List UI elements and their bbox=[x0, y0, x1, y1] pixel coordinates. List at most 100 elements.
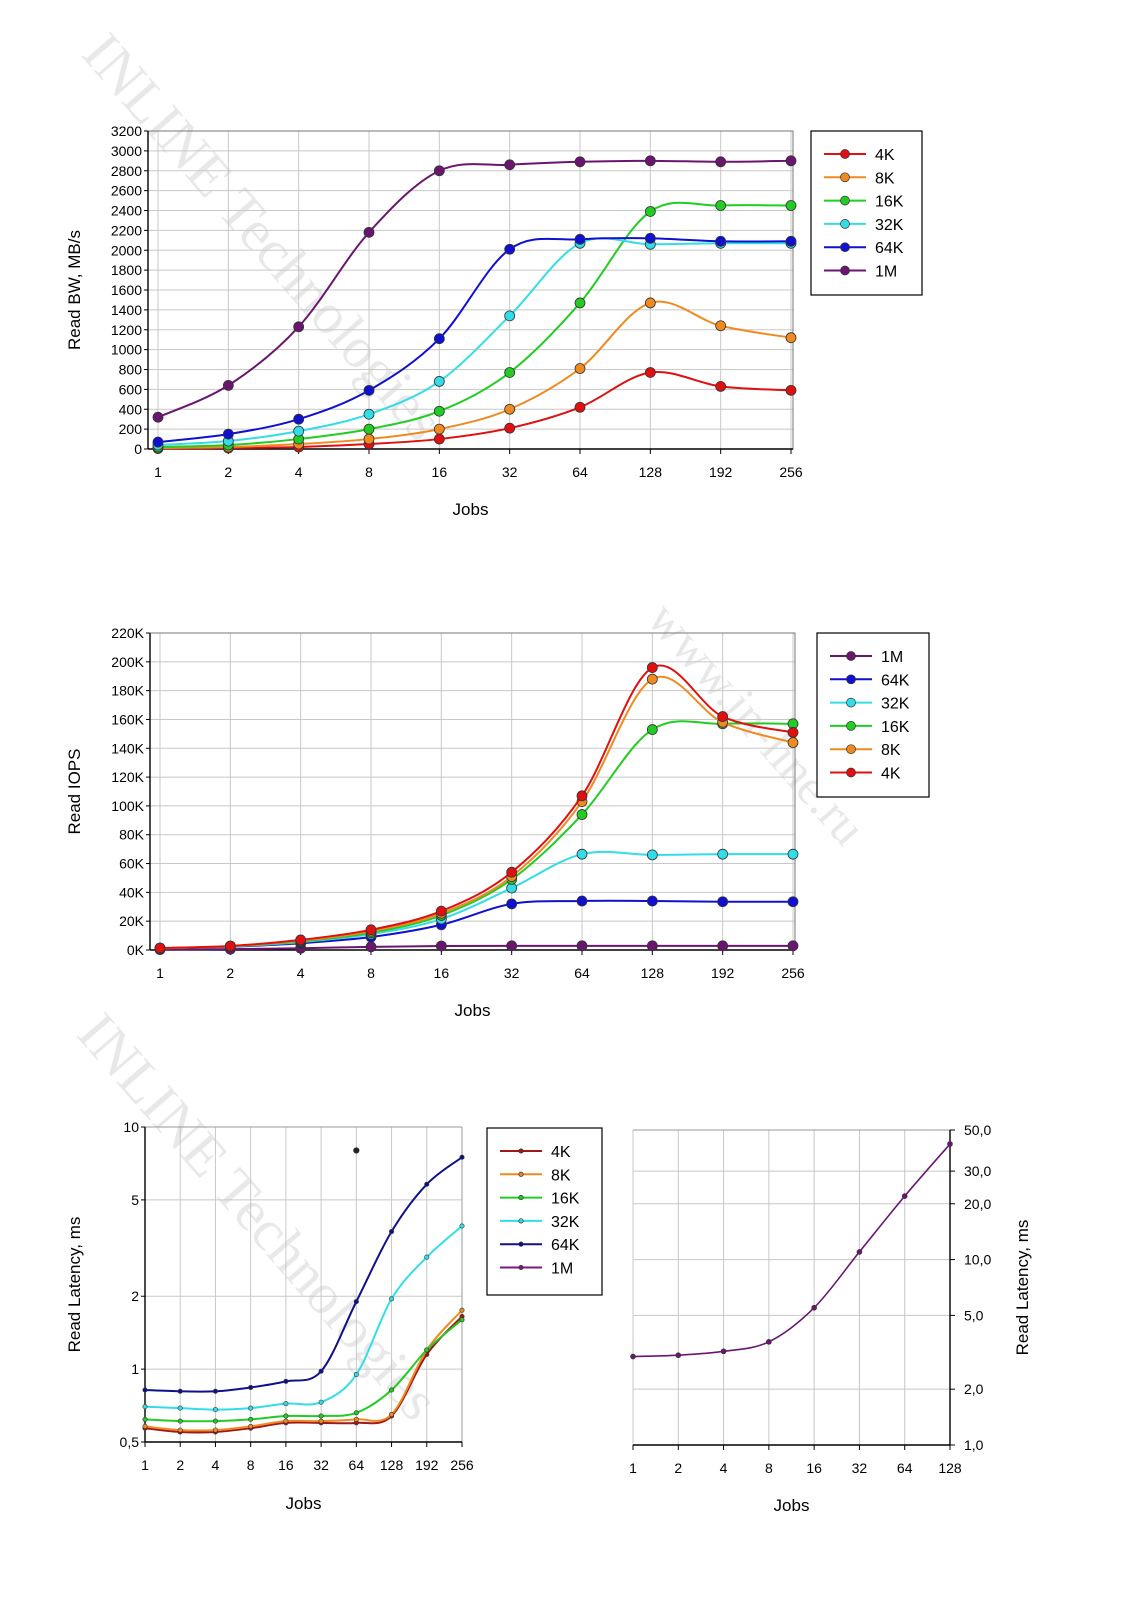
y-tick-label: 3000 bbox=[111, 143, 142, 159]
data-point bbox=[785, 235, 797, 247]
legend-box bbox=[486, 1127, 603, 1296]
data-point bbox=[459, 1223, 465, 1229]
legend-label: 64K bbox=[881, 672, 910, 689]
x-tick-label: 192 bbox=[711, 965, 735, 981]
y-tick-label: 1000 bbox=[111, 342, 142, 358]
legend-item: 1M bbox=[824, 264, 897, 281]
x-tick-label: 16 bbox=[434, 965, 450, 981]
data-point bbox=[224, 940, 236, 952]
series-4K bbox=[152, 367, 797, 454]
legend-label: 64K bbox=[875, 240, 904, 257]
y-tick-label: 220K bbox=[111, 625, 144, 641]
legend: 1M 64K 32K 16K 8K 4K bbox=[816, 632, 930, 798]
data-point bbox=[248, 1423, 254, 1429]
data-point bbox=[715, 235, 727, 247]
x-tick-label: 1 bbox=[156, 965, 164, 981]
series-16K bbox=[152, 200, 797, 453]
data-point bbox=[435, 905, 447, 917]
x-tick-label: 64 bbox=[897, 1460, 913, 1476]
data-point bbox=[295, 934, 307, 946]
y-tick-label: 5,0 bbox=[964, 1307, 984, 1323]
legend-marker bbox=[840, 195, 850, 206]
data-point bbox=[785, 384, 797, 396]
data-point bbox=[154, 942, 166, 954]
y-tick-label: 80K bbox=[119, 827, 145, 843]
series-line bbox=[159, 944, 793, 951]
series-line bbox=[144, 1309, 463, 1432]
legend-label: 16K bbox=[875, 194, 904, 211]
legend-item: 1M bbox=[830, 649, 903, 666]
data-point bbox=[212, 1427, 218, 1433]
legend-marker bbox=[518, 1171, 524, 1177]
legend-marker bbox=[518, 1218, 524, 1224]
data-point bbox=[283, 1378, 289, 1384]
data-point bbox=[293, 413, 305, 425]
data-point bbox=[389, 1387, 395, 1393]
series-8K bbox=[142, 1307, 465, 1433]
y-tick-label: 2600 bbox=[111, 183, 142, 199]
y-tick-label: 2800 bbox=[111, 163, 142, 179]
data-point bbox=[574, 156, 586, 168]
legend-marker bbox=[518, 1148, 524, 1154]
data-point bbox=[787, 848, 799, 860]
x-axis-label: Jobs bbox=[453, 500, 489, 519]
data-point bbox=[318, 1399, 324, 1405]
data-point bbox=[424, 1347, 430, 1353]
y-tick-label: 3200 bbox=[111, 123, 142, 139]
y-tick-label: 2 bbox=[131, 1288, 139, 1304]
data-point bbox=[506, 940, 518, 952]
data-point bbox=[389, 1296, 395, 1302]
data-point bbox=[459, 1317, 465, 1323]
data-point bbox=[435, 940, 447, 952]
data-point bbox=[389, 1411, 395, 1417]
y-axis-label: Read Latency, ms bbox=[1013, 1220, 1032, 1356]
x-tick-label: 16 bbox=[278, 1457, 294, 1473]
data-point bbox=[152, 436, 164, 448]
data-point bbox=[766, 1339, 772, 1345]
legend-marker bbox=[840, 265, 850, 276]
x-tick-label: 2 bbox=[224, 464, 232, 480]
y-tick-label: 1400 bbox=[111, 302, 142, 318]
legend-item: 64K bbox=[830, 672, 910, 689]
data-point bbox=[459, 1154, 465, 1160]
x-tick-label: 128 bbox=[938, 1460, 962, 1476]
data-point bbox=[363, 226, 375, 238]
chart-2: 0K20K40K60K80K100K120K140K160K180K200K22… bbox=[65, 625, 930, 1020]
legend-item: 32K bbox=[500, 1214, 580, 1231]
series-line bbox=[157, 237, 792, 447]
series-line bbox=[159, 664, 794, 949]
data-point bbox=[424, 1254, 430, 1260]
legend-item: 4K bbox=[500, 1144, 571, 1161]
data-point bbox=[901, 1193, 908, 1199]
x-tick-label: 128 bbox=[639, 464, 663, 480]
y-tick-label: 180K bbox=[111, 683, 144, 699]
data-point bbox=[212, 1407, 218, 1413]
y-tick-label: 1 bbox=[131, 1361, 139, 1377]
data-point bbox=[856, 1249, 863, 1255]
y-tick-label: 2400 bbox=[111, 203, 142, 219]
data-point bbox=[646, 673, 658, 685]
data-point bbox=[947, 1141, 953, 1147]
data-point bbox=[504, 367, 516, 378]
legend-label: 32K bbox=[551, 1214, 580, 1231]
legend-marker bbox=[518, 1195, 524, 1201]
data-point bbox=[283, 1413, 289, 1419]
x-tick-label: 256 bbox=[450, 1457, 474, 1473]
legend-label: 8K bbox=[551, 1167, 571, 1184]
data-point bbox=[177, 1418, 183, 1424]
x-tick-label: 256 bbox=[779, 464, 803, 480]
data-point bbox=[293, 321, 305, 333]
legend-item: 1M bbox=[500, 1261, 573, 1278]
y-tick-label: 40K bbox=[119, 884, 145, 900]
data-point bbox=[142, 1404, 148, 1410]
series-16K bbox=[154, 718, 799, 954]
legend-label: 32K bbox=[875, 217, 904, 234]
data-point bbox=[785, 200, 797, 211]
data-point bbox=[717, 896, 729, 908]
x-tick-label: 64 bbox=[349, 1457, 365, 1473]
legend-marker bbox=[846, 697, 856, 708]
legend-label: 1M bbox=[881, 649, 903, 666]
data-point bbox=[644, 155, 656, 167]
data-point bbox=[318, 1418, 324, 1424]
data-point bbox=[506, 866, 518, 878]
